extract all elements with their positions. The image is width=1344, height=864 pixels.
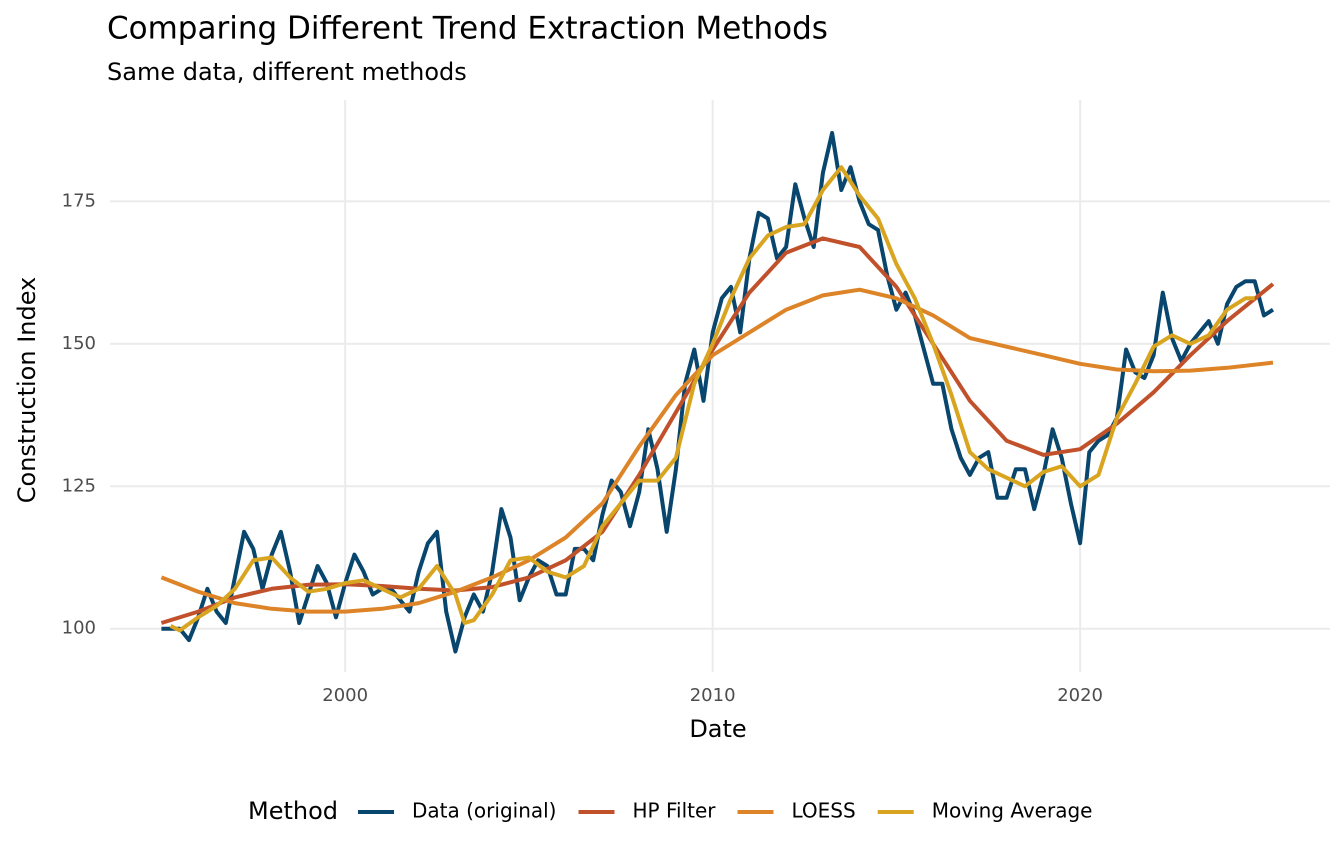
legend-label: HP Filter (633, 799, 717, 823)
legend-label: Moving Average (932, 799, 1093, 823)
legend: Method Data (original) HP Filter LOESS Movin… (248, 797, 1092, 825)
series-line (161, 131, 1275, 654)
x-tick-label: 2010 (690, 685, 736, 706)
x-tick-label: 2000 (322, 685, 368, 706)
grid (110, 100, 1330, 672)
chart-subtitle: Same data, different methods (107, 58, 467, 86)
series-line (169, 165, 1255, 633)
x-tick-label: 2020 (1057, 685, 1103, 706)
series-line (160, 236, 1275, 625)
legend-label: LOESS (792, 799, 856, 823)
y-axis-title: Construction Index (13, 277, 41, 504)
x-axis-title: Date (689, 715, 746, 743)
y-tick-label: 125 (62, 475, 96, 496)
y-tick-label: 175 (62, 190, 96, 211)
plot-lines (160, 131, 1275, 654)
chart-title: Comparing Different Trend Extraction Met… (107, 11, 828, 47)
legend-label: Data (original) (412, 799, 556, 823)
legend-title: Method (248, 797, 338, 825)
y-tick-label: 100 (62, 618, 96, 639)
series-line (160, 287, 1274, 614)
y-tick-label: 150 (62, 333, 96, 354)
